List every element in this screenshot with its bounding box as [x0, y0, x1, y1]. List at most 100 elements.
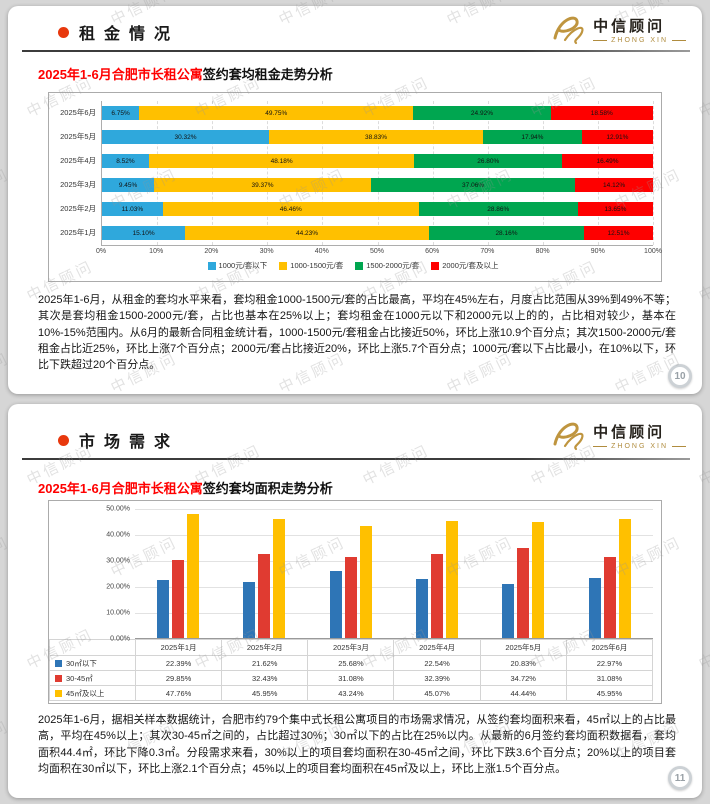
legend-label: 2000元/套及以上: [442, 261, 499, 270]
bar-value-label: 8.52%: [116, 157, 135, 165]
legend-item: 1000元/套以下: [207, 260, 267, 271]
logo-name-cn: 中信顾问: [593, 423, 666, 441]
chart-legend: 1000元/套以下 1000-1500元/套 1500-2000元/套 2000元/套…: [53, 260, 653, 271]
grouped-chart-body: 50.00% 40.00% 30.00% 20.00% 10.00% 0.00%: [49, 505, 661, 643]
chart-title-highlight: 2025年1-6月合肥市长租公寓: [38, 481, 203, 496]
x-axis-tick: 100%: [644, 248, 662, 255]
table-value-cell: 45.95%: [222, 686, 309, 701]
slide-rent-situation: 租金情况 中信顾问 ZHONG XIN 2025年1-6月合肥市长租公寓签约套均…: [8, 6, 702, 394]
table-month-header: 2025年1月: [136, 640, 223, 656]
bar-group: [221, 518, 307, 638]
logo-text: 中信顾问 ZHONG XIN: [593, 421, 686, 450]
company-logo: 中信顾问 ZHONG XIN: [549, 12, 686, 46]
bar-segment: 38.83%: [269, 130, 484, 144]
horizontal-gridline: [135, 613, 653, 614]
logo-calligraphy-icon: [553, 16, 584, 45]
logo-dash-right: [672, 39, 686, 41]
vertical-gridline: [267, 101, 269, 245]
chart-title-rest: 签约套均面积走势分析: [202, 481, 333, 496]
y-axis-tick: 20.00%: [106, 583, 130, 591]
table-value-cell: 47.76%: [136, 686, 223, 701]
bar: [603, 557, 616, 638]
vertical-gridline: [322, 101, 324, 245]
logo-name-cn: 中信顾问: [593, 17, 666, 35]
bar-value-label: 30.32%: [174, 133, 197, 141]
vertical-gridline: [653, 101, 654, 245]
bar-segment: 26.80%: [414, 154, 563, 168]
vertical-gridline: [597, 101, 599, 245]
bar-group: [480, 522, 566, 638]
x-axis-tick: 80%: [535, 248, 550, 255]
table-value-cell: 20.83%: [480, 656, 567, 671]
stacked-bar-row: 11.03% 46.46% 28.86% 13.65%: [102, 197, 653, 221]
series-label: 30㎡以下: [66, 658, 97, 668]
vertical-gridline: [212, 101, 214, 245]
y-axis-tick: 30.00%: [106, 557, 130, 565]
bar-segment: 16.49%: [562, 154, 653, 168]
slide-title: 市场需求: [79, 434, 180, 451]
chart-title: 2025年1-6月合肥市长租公寓签约套均面积走势分析: [38, 478, 333, 497]
logo-name-en: ZHONG XIN: [611, 36, 668, 44]
x-axis-tick: 30%: [259, 248, 274, 255]
bar-value-label: 12.91%: [606, 133, 629, 141]
bar-segment: 44.23%: [185, 226, 429, 240]
bar-segment: 17.94%: [483, 130, 582, 144]
bar-value-label: 28.16%: [495, 229, 518, 237]
x-axis-tick: 50%: [369, 248, 385, 255]
bar-value-label: 9.45%: [118, 181, 138, 189]
x-axis-tick: 0%: [95, 248, 107, 255]
legend-label: 1000-1500元/套: [290, 261, 344, 270]
table-value-cell: 43.24%: [308, 686, 395, 701]
table-value-cell: 32.39%: [394, 671, 481, 686]
bar: [172, 560, 185, 638]
slide-header: 市场需求: [58, 428, 179, 452]
vertical-gridline: [157, 101, 159, 245]
y-axis: 50.00% 40.00% 30.00% 20.00% 10.00% 0.00%: [49, 505, 135, 643]
page-number-badge: 11: [668, 766, 692, 790]
bar-value-label: 14.12%: [603, 181, 626, 189]
vertical-gridline: [487, 101, 489, 245]
bar: [329, 571, 342, 638]
vertical-gridline: [542, 101, 544, 245]
x-axis: 0% 10% 20% 30% 40% 50% 60% 70% 80% 90% 100%: [96, 246, 662, 258]
table-month-header: 2025年4月: [394, 640, 481, 656]
x-axis-tick: 60%: [425, 248, 440, 255]
analysis-paragraph: 2025年1-6月，从租金的套均水平来看，套均租金1000-1500元/套的占比…: [38, 294, 676, 372]
bullet-dot-icon: [58, 434, 69, 446]
header-divider: [22, 50, 690, 52]
bar-value-label: 44.23%: [296, 229, 319, 237]
table-value-cell: 21.62%: [222, 656, 309, 671]
analysis-paragraph: 2025年1-6月，据相关样本数据统计，合肥市约79个集中式长租公寓项目的市场需…: [38, 714, 676, 775]
legend-swatch: [207, 261, 216, 270]
bar-value-label: 39.37%: [251, 181, 274, 189]
bar-segment: 49.75%: [139, 106, 414, 120]
logo-name-en-row: ZHONG XIN: [593, 443, 686, 450]
bar: [258, 553, 271, 638]
logo-name-en-row: ZHONG XIN: [593, 37, 686, 44]
table-value-cell: 45.07%: [394, 686, 481, 701]
y-axis-tick: 40.00%: [106, 531, 130, 539]
vertical-gridline: [432, 101, 434, 245]
bar-segment: 48.18%: [148, 154, 415, 168]
bar-value-label: 16.49%: [596, 157, 619, 165]
legend-item: 1500-2000元/套: [355, 260, 419, 271]
bar: [446, 520, 459, 638]
stacked-bar-row: 8.52% 48.18% 26.80% 16.49%: [102, 149, 653, 173]
bar-segment: 13.65%: [577, 202, 653, 216]
bar-segment: 30.32%: [102, 130, 270, 144]
table-value-cell: 31.08%: [566, 671, 653, 686]
plot-area: 6.75% 49.75% 24.92% 18.58% 30.32% 38.83% 17.94…: [101, 101, 654, 246]
bar-value-label: 18.58%: [590, 109, 613, 117]
chart-title-highlight: 2025年1-6月合肥市长租公寓: [38, 67, 203, 82]
horizontal-gridline: [135, 587, 653, 588]
bar-segment: 8.52%: [102, 154, 149, 168]
stacked-bar-row: 15.10% 44.23% 28.16% 12.51%: [102, 221, 653, 245]
legend-item: 1000-1500元/套: [279, 260, 343, 271]
table-month-header: 2025年5月: [480, 640, 567, 656]
bar-value-label: 28.86%: [487, 205, 510, 213]
series-label: 45㎡及以上: [66, 688, 105, 698]
legend-item: 2000元/套及以上: [431, 260, 498, 271]
y-axis-tick: 50.00%: [106, 505, 130, 513]
table-value-cell: 22.39%: [136, 656, 223, 671]
bar-segment: 24.92%: [413, 106, 551, 120]
